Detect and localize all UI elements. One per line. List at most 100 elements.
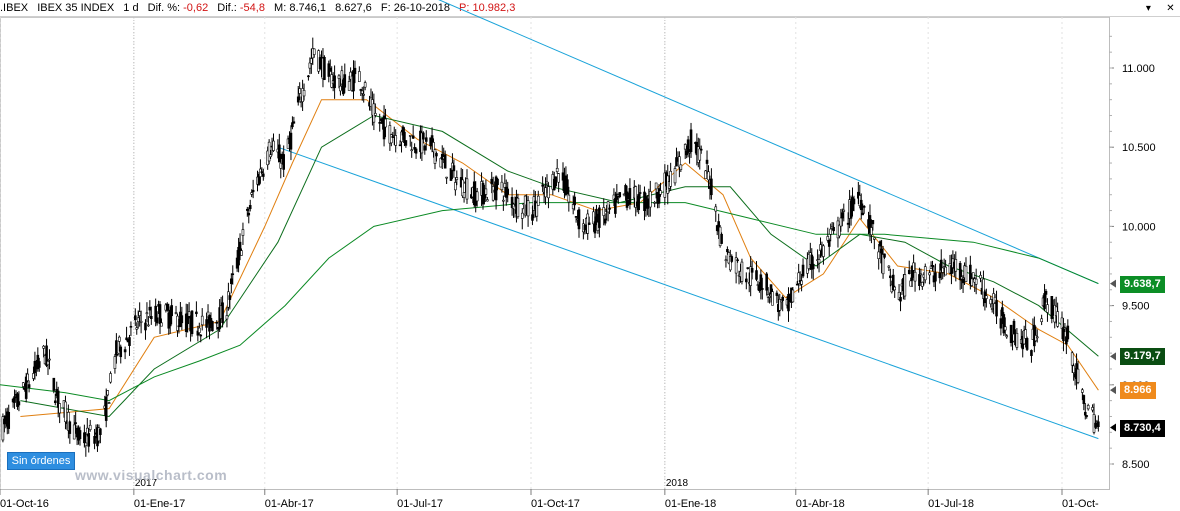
x-tick-label: 01-Abr-17	[265, 498, 314, 510]
candle-body	[486, 199, 489, 202]
candle-body	[985, 295, 988, 299]
year-label: 2018	[666, 478, 689, 489]
candle-body	[269, 154, 272, 158]
candle-body	[465, 178, 469, 200]
candle-body	[88, 424, 92, 430]
ma_short-line	[20, 99, 1099, 417]
ma-short-value-box: 8.966	[1120, 382, 1156, 400]
candle-body	[496, 178, 499, 186]
candle-body	[248, 205, 252, 210]
candle-body	[842, 209, 846, 212]
candle-body	[746, 267, 750, 269]
candle-body	[432, 142, 435, 152]
candle-body	[781, 296, 784, 301]
candle-body	[414, 148, 418, 154]
candle-body	[791, 289, 795, 303]
candle-body	[333, 75, 336, 89]
candle-body	[877, 251, 880, 259]
candle-body	[139, 320, 143, 323]
candle-body	[801, 264, 805, 277]
candle-body	[312, 48, 316, 55]
candle-body	[353, 67, 357, 75]
candle-body	[84, 442, 88, 447]
candle-body	[637, 193, 640, 211]
candle-body	[42, 345, 45, 349]
dif-value: -54,8	[239, 2, 265, 14]
candle-body	[147, 324, 150, 327]
candle-body	[1072, 365, 1075, 373]
candle-body	[606, 201, 610, 213]
candle-body	[21, 382, 25, 387]
candle-body	[704, 170, 707, 180]
candle-body	[128, 337, 131, 346]
candle-body	[526, 200, 530, 217]
candle-body	[881, 254, 885, 275]
candle-body	[909, 280, 913, 287]
candle-body	[302, 90, 306, 97]
candle-body	[566, 179, 569, 195]
candle-body	[964, 265, 968, 282]
candle-body	[117, 336, 121, 342]
candle-body	[37, 361, 41, 368]
candle-body	[839, 217, 843, 227]
candle-body	[104, 396, 108, 421]
candle-body	[46, 361, 50, 366]
candle-body	[149, 316, 153, 319]
candle-body	[206, 311, 210, 318]
candle-body	[106, 390, 109, 396]
candle-body	[490, 178, 494, 185]
candle-body	[307, 75, 310, 78]
candle-body	[1015, 332, 1019, 348]
candle-body	[970, 278, 974, 286]
candle-body	[912, 262, 915, 271]
candle-body	[573, 196, 576, 206]
candle-body	[598, 207, 601, 228]
channel-upper-line	[438, 0, 1099, 285]
candle-body	[24, 376, 28, 399]
value-pointer	[1110, 386, 1116, 395]
candle-body	[971, 272, 975, 279]
plot-frame	[0, 17, 1110, 490]
candle-body	[960, 276, 963, 280]
candle-body	[170, 305, 173, 317]
candle-body	[45, 345, 48, 366]
candle-body	[148, 306, 152, 311]
menu-dropdown-icon[interactable]: ▾	[1145, 3, 1151, 14]
candle-body	[653, 202, 656, 204]
candle-body	[27, 384, 31, 388]
candle-body	[359, 89, 363, 91]
candle-body	[13, 396, 16, 403]
channel-lower-line	[277, 146, 1099, 440]
dif-pct-value: -0,62	[183, 2, 209, 14]
orders-button[interactable]: Sin órdenes	[7, 452, 75, 470]
candle-body	[435, 153, 438, 157]
candle-body	[422, 132, 425, 140]
candle-body	[1062, 326, 1065, 342]
candle-body	[861, 212, 864, 216]
candle-body	[411, 135, 415, 139]
timeframe-label: 1 d	[123, 2, 139, 14]
candle-body	[445, 176, 448, 179]
candle-body	[832, 226, 835, 232]
candle-body	[289, 132, 293, 150]
candle-body	[1005, 335, 1009, 338]
candle-body	[1043, 293, 1046, 310]
candle-body	[408, 135, 412, 137]
moving-averages	[0, 99, 1099, 418]
candle-body	[1063, 327, 1067, 330]
max-value: 8.746,1	[289, 2, 327, 14]
candle-body	[531, 214, 534, 221]
candle-body	[934, 272, 937, 282]
candle-body	[1009, 324, 1013, 343]
candle-body	[310, 58, 313, 64]
close-icon[interactable]: ✕	[1166, 3, 1175, 14]
candle-body	[678, 156, 681, 168]
candle-body	[557, 173, 560, 183]
candle-body	[729, 256, 732, 271]
candle-body	[372, 103, 376, 123]
candle-body	[109, 373, 112, 383]
ma-long-value-box: 9.638,7	[1120, 275, 1165, 293]
candle-body	[1040, 318, 1043, 323]
candle-body	[215, 322, 219, 324]
